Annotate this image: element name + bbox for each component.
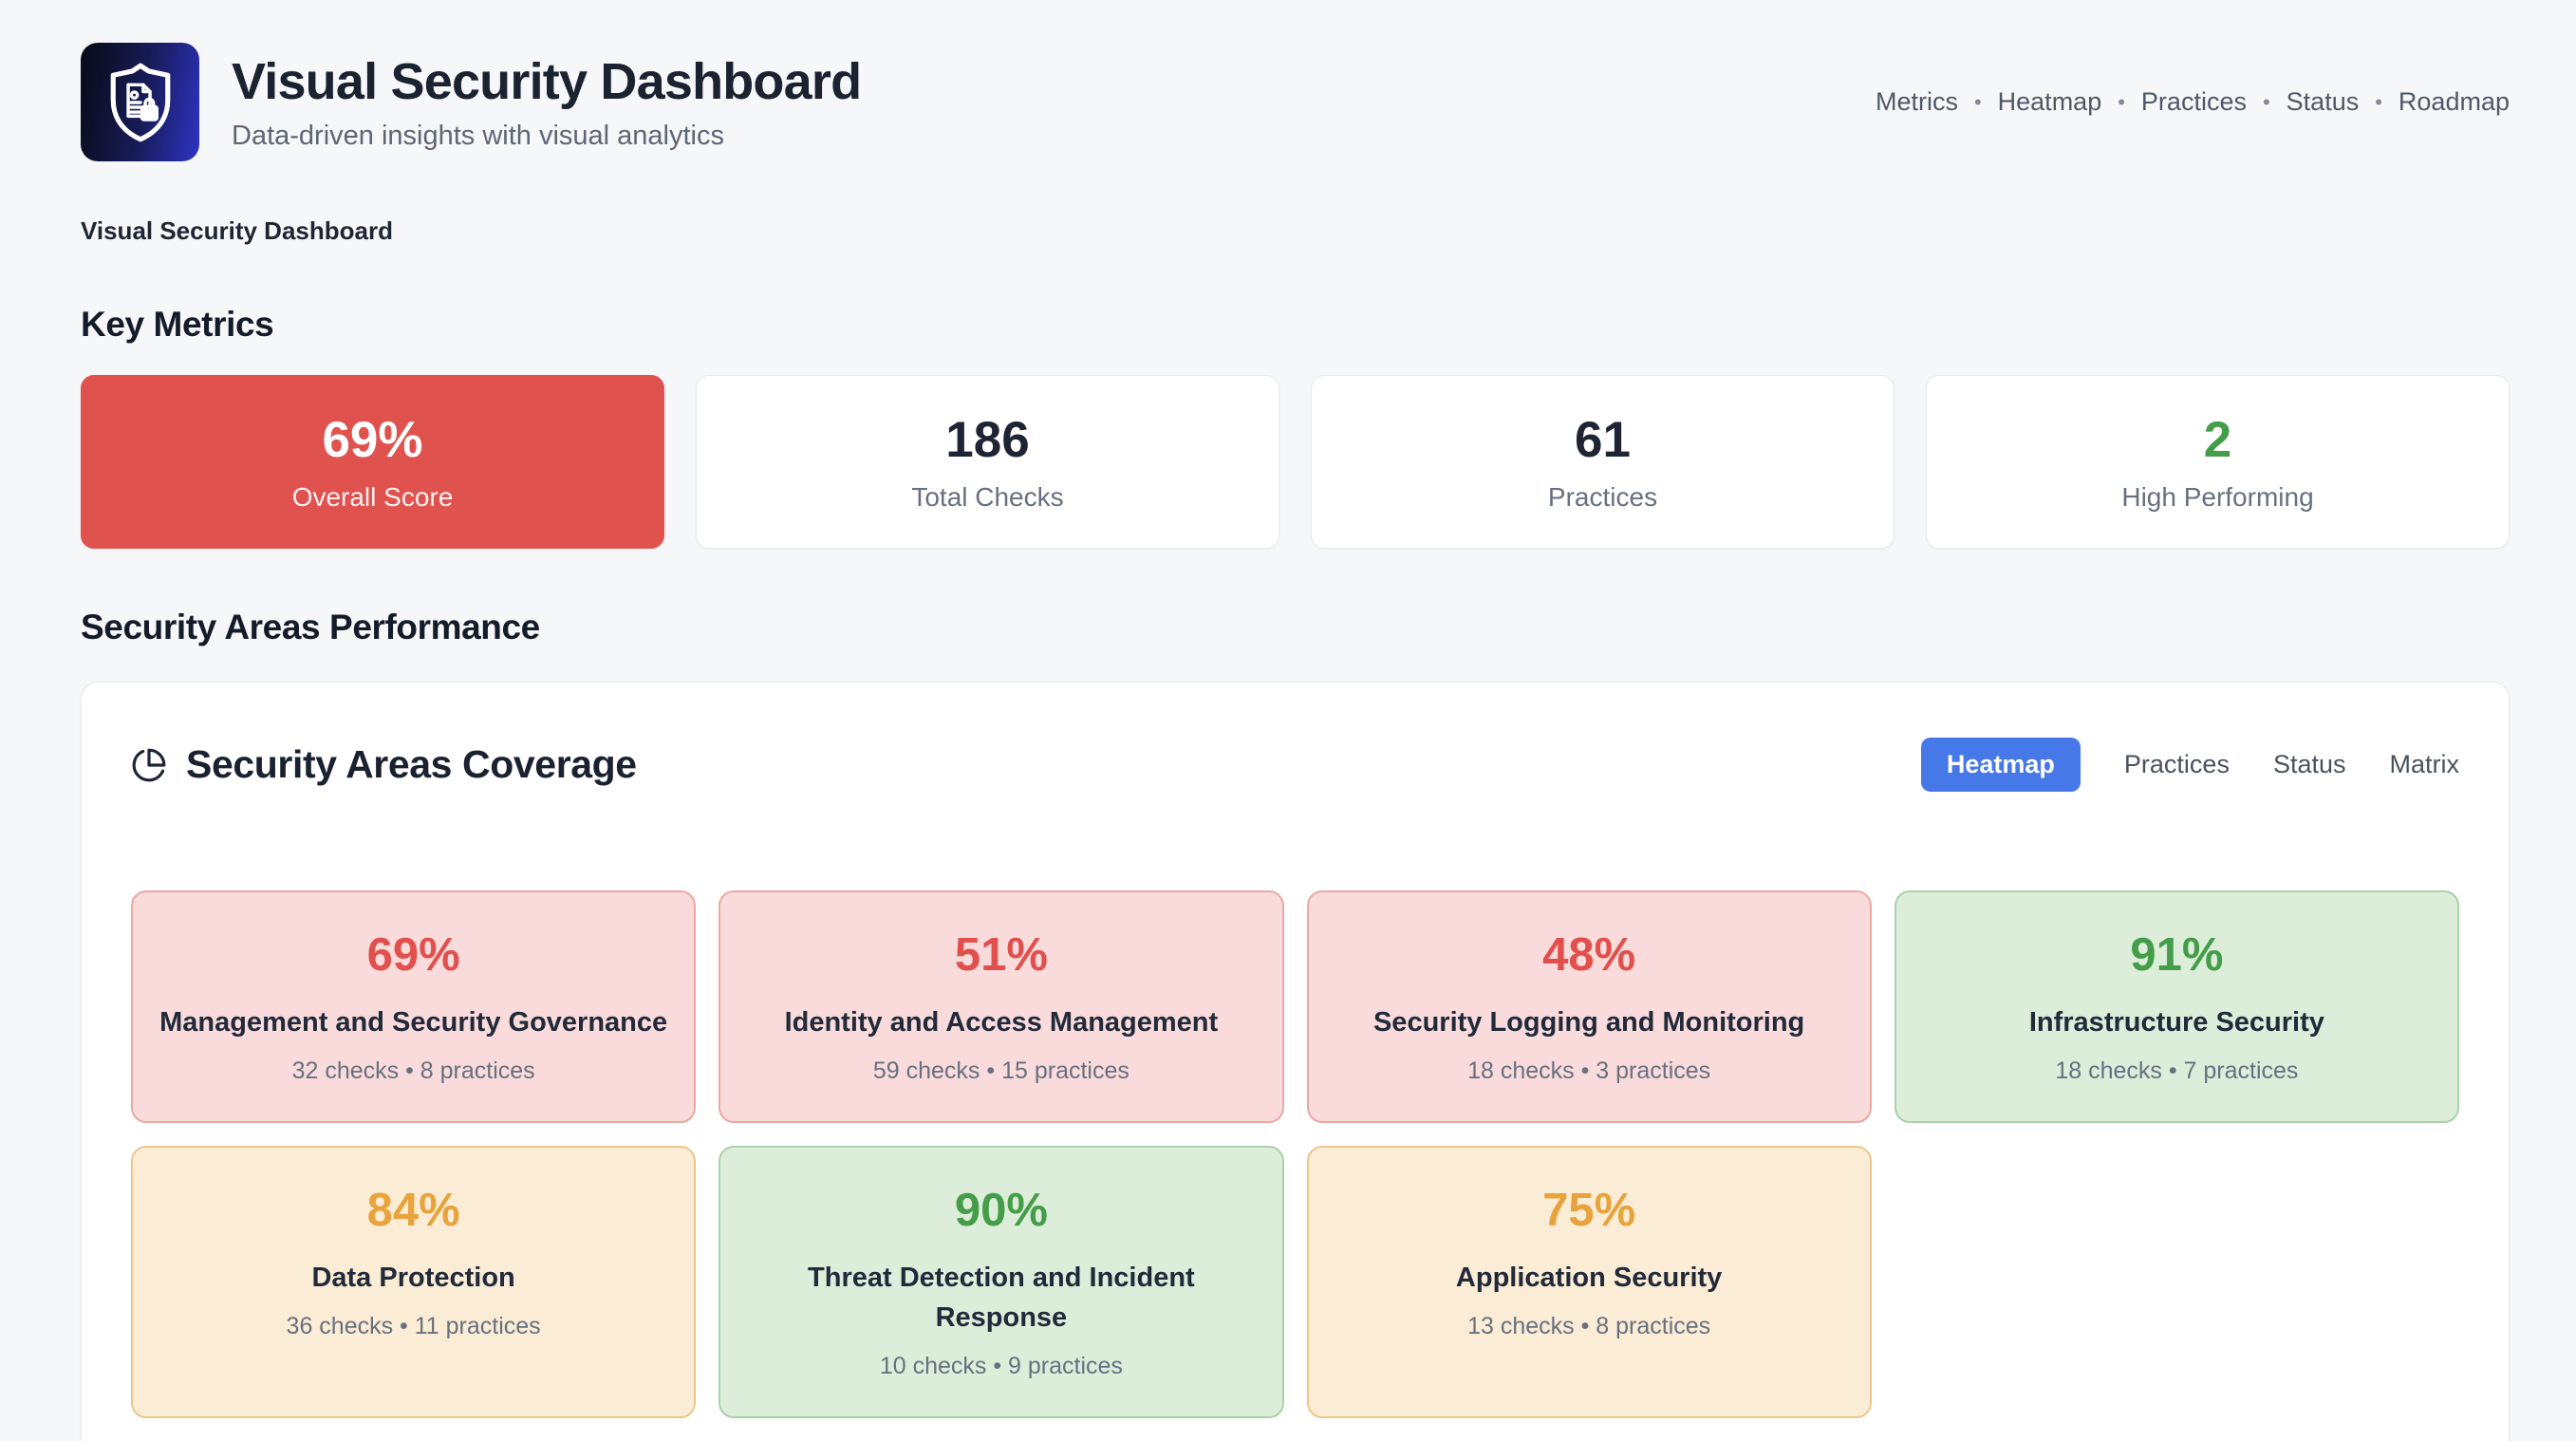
view-tabs: Heatmap Practices Status Matrix: [1920, 738, 2460, 792]
metric-card-overall-score: 69% Overall Score: [81, 375, 664, 549]
tile-value: 48%: [1542, 929, 1636, 981]
nav-link-practices[interactable]: Practices: [2140, 87, 2247, 116]
tile-title: Management and Security Governance: [159, 1007, 668, 1038]
tile-value: 91%: [2130, 929, 2224, 981]
key-metrics-grid: 69% Overall Score 186 Total Checks 61 Pr…: [81, 375, 2510, 549]
areas-card: Security Areas Coverage Heatmap Practice…: [81, 682, 2510, 1441]
key-metrics-heading: Key Metrics: [81, 305, 274, 344]
areas-card-title-wrap: Security Areas Coverage: [131, 742, 637, 787]
tile-value: 51%: [954, 929, 1048, 981]
tile-meta: 18 checks • 7 practices: [2055, 1057, 2299, 1085]
tile-title: Data Protection: [311, 1263, 515, 1294]
metric-card-high-performing: 2 High Performing: [1926, 375, 2510, 549]
app-logo: [81, 43, 199, 161]
metric-value: 61: [1575, 412, 1631, 468]
tile-title: Identity and Access Management: [784, 1007, 1219, 1038]
heatmap-tile-security-logging-and-monitoring[interactable]: 48% Security Logging and Monitoring 18 c…: [1306, 890, 1872, 1124]
nav-separator: •: [1973, 89, 1982, 114]
areas-card-title: Security Areas Coverage: [186, 742, 637, 786]
areas-card-header: Security Areas Coverage Heatmap Practice…: [131, 738, 2459, 792]
heatmap-tile-application-security[interactable]: 75% Application Security 13 checks • 8 p…: [1306, 1146, 1872, 1419]
tab-matrix[interactable]: Matrix: [2389, 750, 2460, 778]
nav-separator: •: [2262, 89, 2270, 114]
nav-separator: •: [2118, 89, 2125, 114]
shield-document-lock-icon: [110, 63, 170, 141]
heatmap-tile-threat-detection-and-incident-response[interactable]: 90% Threat Detection and Incident Respon…: [719, 1146, 1284, 1419]
metric-label: Total Checks: [911, 482, 1064, 512]
tile-title: Security Logging and Monitoring: [1372, 1007, 1805, 1038]
title-block: Visual Security Dashboard Data-driven in…: [232, 52, 862, 152]
tile-value: 75%: [1542, 1185, 1636, 1237]
tile-meta: 32 checks • 8 practices: [291, 1057, 535, 1085]
tab-practices[interactable]: Practices: [2123, 750, 2230, 778]
heatmap-tile-infrastructure-security[interactable]: 91% Infrastructure Security 18 checks • …: [1894, 890, 2459, 1124]
nav-separator: •: [2375, 89, 2382, 114]
metric-card-practices: 61 Practices: [1311, 375, 1895, 549]
tile-value: 84%: [366, 1185, 460, 1237]
metric-label: High Performing: [2121, 482, 2314, 512]
heatmap-tile-identity-and-access-management[interactable]: 51% Identity and Access Management 59 ch…: [719, 890, 1284, 1124]
metric-card-total-checks: 186 Total Checks: [696, 375, 1279, 549]
page-title: Visual Security Dashboard: [232, 53, 862, 110]
page-subtitle: Data-driven insights with visual analyti…: [232, 121, 724, 151]
tile-meta: 36 checks • 11 practices: [286, 1313, 541, 1340]
tile-title: Threat Detection and Incident Response: [808, 1263, 1195, 1334]
header: Visual Security Dashboard Data-driven in…: [81, 43, 2510, 161]
tile-meta: 13 checks • 8 practices: [1467, 1313, 1711, 1340]
breadcrumb[interactable]: Visual Security Dashboard: [81, 216, 393, 245]
tab-status[interactable]: Status: [2272, 750, 2346, 778]
tile-meta: 59 checks • 15 practices: [872, 1057, 1129, 1085]
heatmap-tile-data-protection[interactable]: 84% Data Protection 36 checks • 11 pract…: [131, 1146, 697, 1419]
metric-value: 2: [2203, 412, 2232, 468]
pie-chart-icon: [132, 748, 166, 781]
nav-link-heatmap[interactable]: Heatmap: [1997, 87, 2102, 116]
nav-link-metrics[interactable]: Metrics: [1875, 87, 1958, 116]
tile-meta: 18 checks • 3 practices: [1467, 1057, 1711, 1085]
tile-meta: 10 checks • 9 practices: [879, 1353, 1123, 1380]
areas-heading: Security Areas Performance: [81, 608, 540, 646]
tile-title: Infrastructure Security: [2028, 1007, 2324, 1038]
metric-label: Overall Score: [291, 482, 454, 512]
nav-link-status[interactable]: Status: [2286, 87, 2360, 116]
tile-value: 90%: [954, 1185, 1048, 1237]
heatmap-tile-management-and-security-governance[interactable]: 69% Management and Security Governance 3…: [131, 890, 697, 1124]
metric-value: 69%: [322, 412, 423, 468]
heatmap-tiles-grid: 69% Management and Security Governance 3…: [131, 890, 2459, 1419]
top-nav: Metrics • Heatmap • Practices • Status •…: [1876, 87, 2510, 117]
metric-label: Practices: [1547, 482, 1658, 512]
metric-value: 186: [945, 412, 1030, 468]
nav-link-roadmap[interactable]: Roadmap: [2398, 87, 2510, 116]
tile-value: 69%: [366, 929, 460, 981]
tab-heatmap[interactable]: Heatmap: [1920, 738, 2081, 792]
tile-title: Application Security: [1455, 1263, 1723, 1294]
